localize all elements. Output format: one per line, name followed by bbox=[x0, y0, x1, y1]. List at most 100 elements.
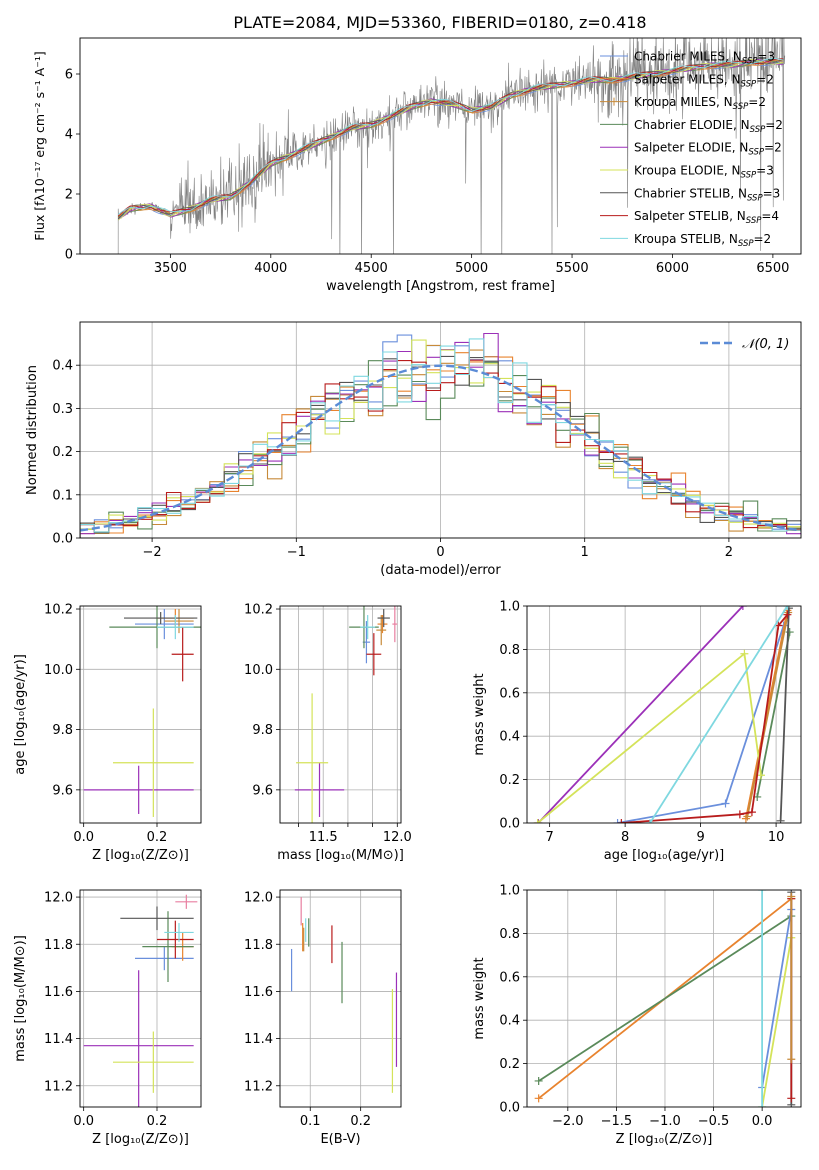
y-tick-label: 0.4 bbox=[499, 730, 520, 745]
x-tick-label: 6000 bbox=[656, 261, 689, 276]
x-tick-label: 9 bbox=[696, 830, 704, 845]
y-tick-label: 11.2 bbox=[44, 1079, 73, 1094]
y-tick-label: 10.2 bbox=[44, 603, 73, 618]
y-axis-label: Normed distribution bbox=[25, 365, 40, 495]
y-tick-label: 0.0 bbox=[52, 532, 73, 547]
series-marker bbox=[787, 1094, 796, 1103]
legend-label-sub: SSP bbox=[748, 148, 764, 158]
axes-frame bbox=[79, 889, 202, 1108]
plot-area bbox=[80, 890, 201, 1107]
x-tick-label: 0.2 bbox=[147, 830, 168, 845]
axes-frame bbox=[279, 605, 402, 824]
series-marker bbox=[787, 892, 796, 901]
y-tick-label: 9.6 bbox=[52, 783, 73, 798]
y-tick-label: 9.8 bbox=[252, 723, 273, 738]
legend-label-suffix: =3 bbox=[756, 164, 774, 178]
y-tick-label: 0.4 bbox=[52, 359, 73, 374]
model-line-0 bbox=[117, 60, 784, 221]
legend-label-sub: SSP bbox=[741, 171, 757, 181]
legend-label: Salpeter MILES, NSSP=2 bbox=[634, 72, 774, 89]
series-marker bbox=[613, 819, 622, 823]
panel-massweight_vs_Z: −2.0 −1.5 −1.0 −0.5 0.0 0.0 0.2 0.4 0.6 0.8 1.0 Z [… bbox=[472, 884, 802, 1147]
y-axis-label: Flux [fλ10⁻¹⁷ erg cm⁻² s⁻¹ A⁻¹] bbox=[32, 51, 47, 240]
x-tick-label: −1 bbox=[287, 545, 306, 560]
legend-label-suffix: =3 bbox=[763, 186, 781, 200]
series-line-2 bbox=[761, 909, 793, 1088]
x-tick-label: 0.0 bbox=[752, 1114, 773, 1129]
legend-label-suffix: =2 bbox=[764, 141, 782, 155]
series-marker bbox=[721, 799, 730, 808]
model-line-6 bbox=[117, 59, 784, 220]
legend-label-suffix: =2 bbox=[765, 118, 783, 132]
legend-label-sub: SSP bbox=[733, 102, 749, 112]
panel-age_vs_mass: 11.5 12.0 9.6 9.8 10.0 10.2 mass [log₁₀(M/M⊙)] bbox=[244, 603, 412, 863]
legend-label-sub: SSP bbox=[750, 125, 766, 135]
legend-label-suffix: =3 bbox=[757, 50, 775, 64]
x-axis-label: mass [log₁₀(M/M⊙)] bbox=[277, 848, 404, 863]
series-marker bbox=[776, 816, 785, 823]
y-tick-label: 10.0 bbox=[44, 663, 73, 678]
y-tick-label: 0.3 bbox=[52, 402, 73, 417]
plot-area bbox=[527, 606, 801, 823]
legend-gaussian-label: 𝒩(0, 1) bbox=[742, 337, 789, 352]
y-tick-label: 9.6 bbox=[252, 783, 273, 798]
series-marker bbox=[534, 819, 543, 823]
series-line-1 bbox=[538, 915, 792, 1082]
x-tick-label: 0.0 bbox=[73, 1114, 94, 1129]
model-line-4 bbox=[117, 59, 784, 220]
x-tick-label: 5500 bbox=[556, 261, 589, 276]
x-axis-label: E(B-V) bbox=[320, 1132, 360, 1147]
legend-label: Salpeter ELODIE, NSSP=2 bbox=[634, 141, 782, 158]
figure-title: PLATE=2084, MJD=53360, FIBERID=0180, z=0… bbox=[233, 13, 646, 32]
y-tick-label: 0.0 bbox=[499, 817, 520, 832]
series-marker bbox=[533, 819, 542, 823]
y-tick-label: 0.1 bbox=[52, 488, 73, 503]
legend-label-sub: SSP bbox=[738, 239, 754, 249]
x-tick-label: 4000 bbox=[254, 261, 287, 276]
x-tick-label: −1.0 bbox=[649, 1114, 681, 1129]
x-axis-label: Z [log₁₀(Z/Z⊙)] bbox=[92, 1132, 189, 1147]
x-tick-label: −2 bbox=[143, 545, 162, 560]
x-axis-label: wavelength [Angstrom, rest frame] bbox=[326, 279, 555, 294]
x-axis-label: Z [log₁₀(Z/Z⊙)] bbox=[92, 848, 189, 863]
x-tick-label: 3500 bbox=[154, 261, 187, 276]
y-tick-label: 11.2 bbox=[244, 1079, 273, 1094]
y-tick-label: 11.4 bbox=[44, 1032, 73, 1047]
series-marker bbox=[756, 771, 765, 780]
plot-area bbox=[527, 890, 801, 1107]
x-tick-label: 12.0 bbox=[383, 830, 412, 845]
x-tick-label: 10 bbox=[768, 830, 785, 845]
y-tick-label: 0.2 bbox=[52, 445, 73, 460]
x-tick-label: 6500 bbox=[756, 261, 789, 276]
panel-massweight_vs_age: 7 8 9 10 0.0 0.2 0.4 0.6 0.8 1.0 age [log₁₀(age/yr… bbox=[472, 600, 802, 863]
series-line-3 bbox=[761, 937, 793, 1107]
x-tick-label: 8 bbox=[621, 830, 629, 845]
series-marker bbox=[740, 649, 749, 658]
y-tick-label: 12.0 bbox=[44, 891, 73, 906]
series-marker bbox=[735, 810, 744, 819]
legend-label-suffix: =2 bbox=[756, 72, 774, 86]
y-axis-label: mass weight bbox=[472, 673, 487, 755]
y-axis-label: age [log₁₀(age/yr)] bbox=[13, 654, 28, 775]
x-tick-label: 11.5 bbox=[309, 830, 338, 845]
legend-label-sub: SSP bbox=[742, 57, 758, 67]
panel-mass_vs_ebv: 0.1 0.2 11.2 11.4 11.6 11.8 12.0 E(B-V) bbox=[244, 889, 402, 1147]
y-axis-label: mass [log₁₀(M/M⊙)] bbox=[13, 935, 28, 1062]
axes-frame bbox=[79, 37, 802, 255]
y-tick-label: 0.6 bbox=[499, 686, 520, 701]
series-marker bbox=[785, 628, 794, 637]
y-tick-label: 0.8 bbox=[499, 927, 520, 942]
panel-spectrum: 3500 4000 4500 5000 5500 6000 6500 0 2 4 6 waveleng… bbox=[32, 37, 802, 294]
legend-label-suffix: =4 bbox=[761, 209, 779, 223]
legend-label: Chabrier STELIB, NSSP=3 bbox=[634, 186, 780, 203]
y-tick-label: 0.0 bbox=[499, 1101, 520, 1116]
legend-label: Kroupa ELODIE, NSSP=3 bbox=[634, 164, 774, 181]
plot-area bbox=[80, 322, 801, 538]
y-tick-label: 10.0 bbox=[244, 663, 273, 678]
series-marker bbox=[534, 1094, 543, 1103]
y-tick-label: 1.0 bbox=[499, 884, 520, 899]
x-tick-label: 2 bbox=[725, 545, 733, 560]
legend: Chabrier MILES, NSSP=3 Salpeter MILES, NS… bbox=[600, 50, 783, 249]
y-tick-label: 11.6 bbox=[44, 985, 73, 1000]
axes-frame bbox=[279, 889, 402, 1108]
